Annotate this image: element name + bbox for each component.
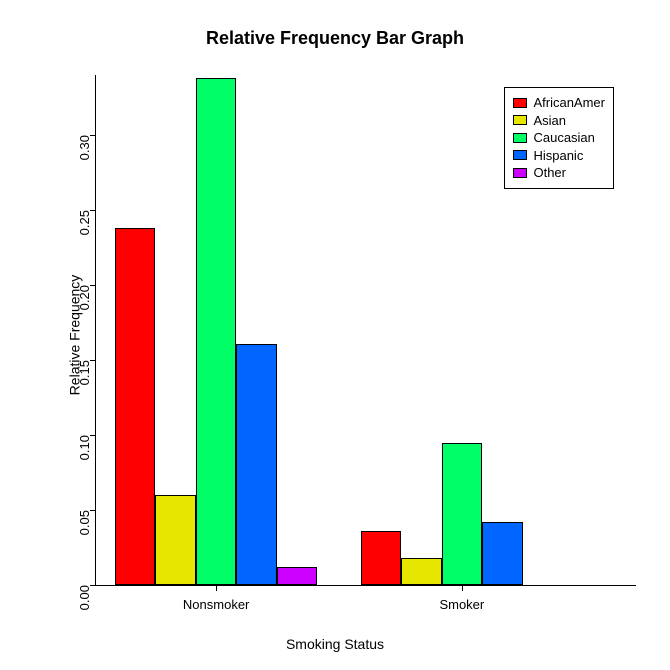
bar bbox=[361, 531, 402, 585]
bar bbox=[442, 443, 483, 586]
chart-title: Relative Frequency Bar Graph bbox=[0, 28, 670, 49]
y-tick-label: 0.20 bbox=[77, 285, 92, 310]
plot-area: 0.000.050.100.150.200.250.30NonsmokerSmo… bbox=[95, 75, 636, 586]
bar bbox=[115, 228, 156, 585]
legend-label: Asian bbox=[533, 112, 566, 130]
legend-item: Other bbox=[513, 164, 605, 182]
y-tick-label: 0.00 bbox=[77, 585, 92, 610]
legend-label: Hispanic bbox=[533, 147, 583, 165]
legend-swatch bbox=[513, 168, 527, 178]
x-tick-label: Nonsmoker bbox=[183, 597, 249, 612]
legend-item: Asian bbox=[513, 112, 605, 130]
y-tick-label: 0.15 bbox=[77, 360, 92, 385]
bar bbox=[482, 522, 523, 585]
chart-container: Relative Frequency Bar Graph Relative Fr… bbox=[0, 0, 670, 670]
legend-label: Other bbox=[533, 164, 566, 182]
bar bbox=[196, 78, 237, 585]
y-tick-label: 0.25 bbox=[77, 210, 92, 235]
x-tick bbox=[216, 585, 217, 591]
bar bbox=[277, 567, 318, 585]
y-tick-label: 0.10 bbox=[77, 435, 92, 460]
x-tick bbox=[462, 585, 463, 591]
legend-swatch bbox=[513, 98, 527, 108]
bar bbox=[155, 495, 196, 585]
legend-label: Caucasian bbox=[533, 129, 594, 147]
bar bbox=[401, 558, 442, 585]
bar bbox=[236, 344, 277, 586]
legend-swatch bbox=[513, 115, 527, 125]
y-tick-label: 0.30 bbox=[77, 135, 92, 160]
legend-item: AfricanAmer bbox=[513, 94, 605, 112]
x-tick-label: Smoker bbox=[439, 597, 484, 612]
x-axis-label: Smoking Status bbox=[0, 636, 670, 652]
legend-item: Caucasian bbox=[513, 129, 605, 147]
y-tick-label: 0.05 bbox=[77, 510, 92, 535]
legend: AfricanAmerAsianCaucasianHispanicOther bbox=[504, 87, 614, 189]
legend-swatch bbox=[513, 133, 527, 143]
legend-swatch bbox=[513, 150, 527, 160]
legend-label: AfricanAmer bbox=[533, 94, 605, 112]
legend-item: Hispanic bbox=[513, 147, 605, 165]
